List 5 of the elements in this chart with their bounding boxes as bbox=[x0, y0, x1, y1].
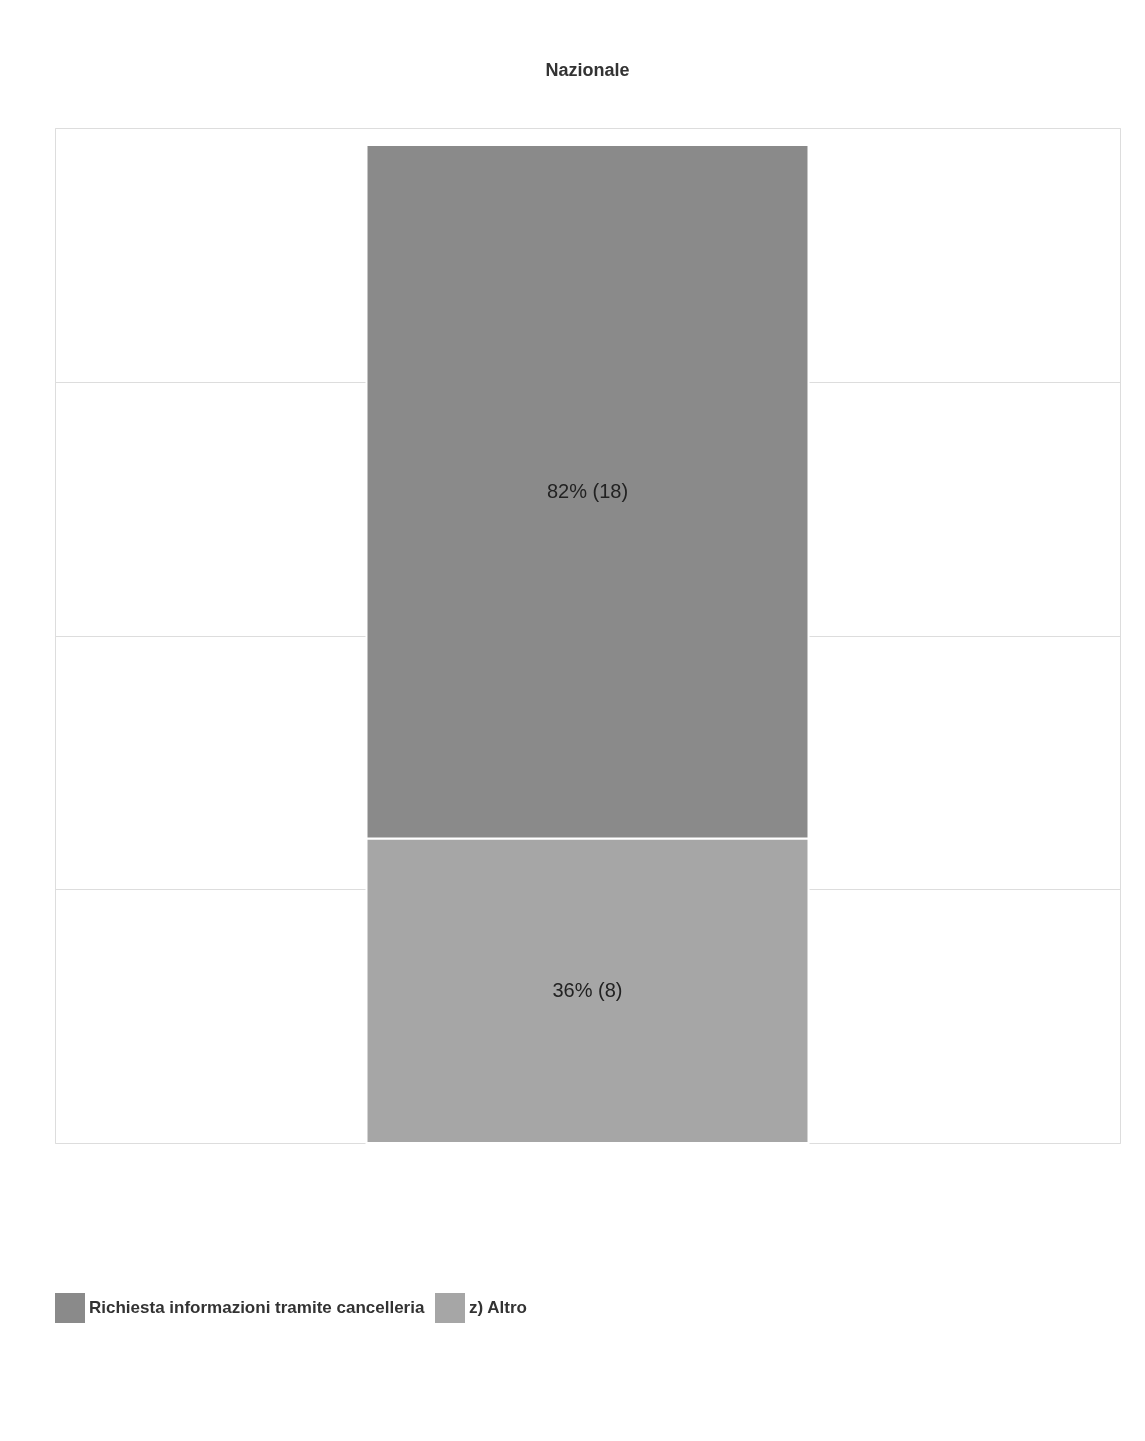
legend-label: z) Altro bbox=[469, 1298, 527, 1317]
data-label: 82% (18) bbox=[546, 479, 629, 502]
chart-title: Nazionale bbox=[545, 60, 630, 80]
data-label: 36% (8) bbox=[552, 978, 623, 1001]
legend-label: Richiesta informazioni tramite cancelleria bbox=[89, 1298, 425, 1317]
